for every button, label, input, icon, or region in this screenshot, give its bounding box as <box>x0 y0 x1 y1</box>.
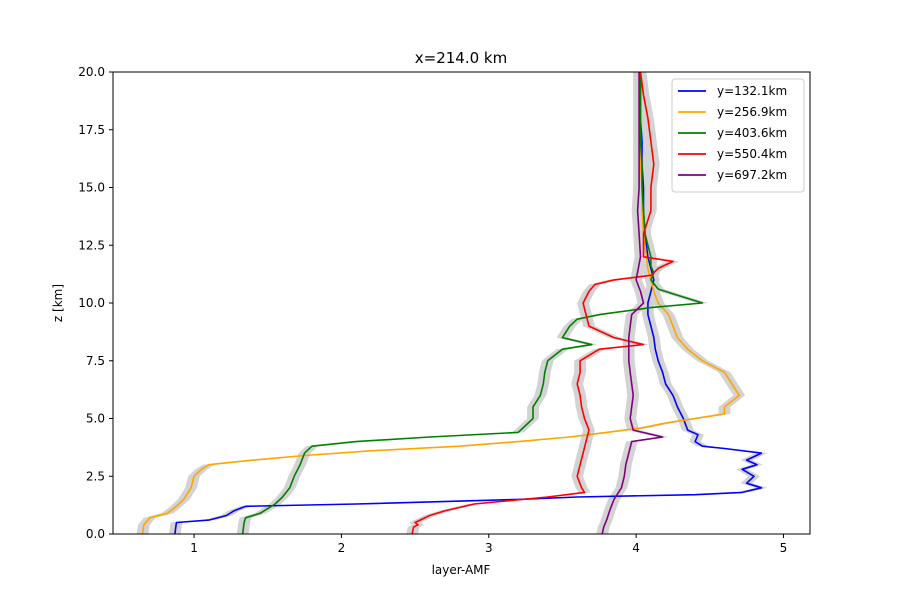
x-tick-label: 3 <box>485 541 493 555</box>
legend: y=132.1km y=256.9km y=403.6km y=550.4km y=69… <box>671 78 805 193</box>
x-tick-label: 2 <box>338 541 346 555</box>
legend-entry: y=550.4km <box>717 147 787 161</box>
legend-box <box>671 78 805 193</box>
x-tick-label: 1 <box>190 541 198 555</box>
axes: 1 2 3 4 5 0.0 2.5 5.0 7.5 10.0 12.5 15.0 17.5 20.0 <box>78 65 811 555</box>
y-tick-label: 20.0 <box>78 65 105 79</box>
uncertainty-band-4 <box>406 72 679 534</box>
y-tick-label: 12.5 <box>78 238 105 252</box>
series-line-5 <box>601 72 664 535</box>
series-line-3 <box>241 72 704 535</box>
legend-entry: y=697.2km <box>717 168 787 182</box>
y-tick-label: 17.5 <box>78 123 105 137</box>
y-tick-label: 10.0 <box>78 296 105 310</box>
y-tick-label: 5.0 <box>86 412 105 426</box>
chart-title: x=214.0 km <box>415 49 507 67</box>
y-tick-label: 15.0 <box>78 181 105 195</box>
x-axis-label: layer-AMF <box>432 563 491 577</box>
legend-entry: y=132.1km <box>717 84 787 98</box>
uncertainty-band-3 <box>236 72 709 534</box>
x-tick-label: 4 <box>632 541 640 555</box>
y-axis-label: z [km] <box>51 284 65 322</box>
y-tick-label: 7.5 <box>86 354 105 368</box>
legend-entry: y=403.6km <box>717 126 787 140</box>
series-lines <box>141 71 763 535</box>
series-line-4 <box>411 71 674 535</box>
y-tick-label: 0.0 <box>86 527 105 541</box>
series-line-1 <box>174 72 763 535</box>
x-tick-label: 5 <box>780 541 788 555</box>
legend-entry: y=256.9km <box>717 105 787 119</box>
y-tick-label: 2.5 <box>86 469 105 483</box>
